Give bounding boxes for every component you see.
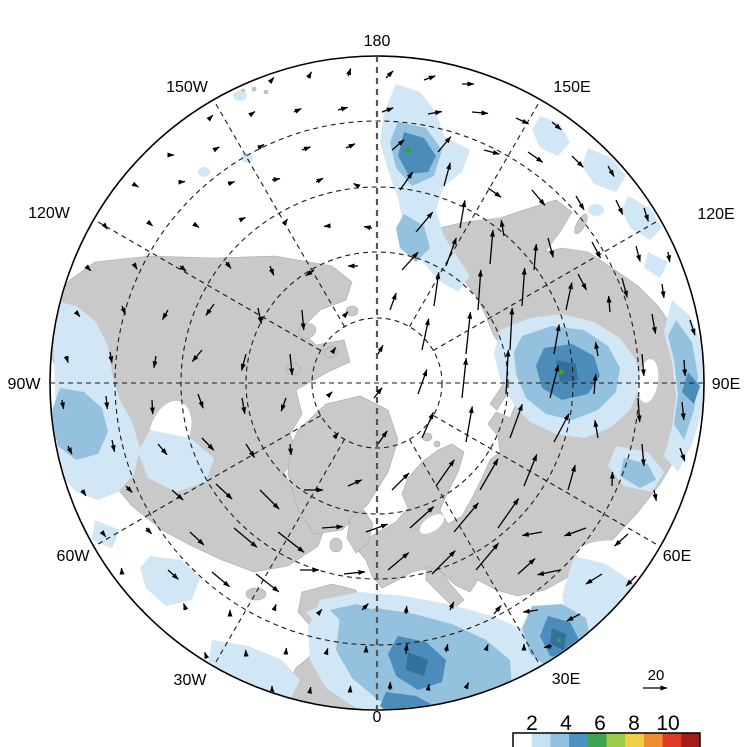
colorbar-border [512,732,701,747]
longitude-label: 180 [364,33,391,50]
graticule-layer [51,57,703,709]
longitude-label: 0 [373,709,382,726]
longitude-label: 120W [28,205,71,222]
colorbar: 2 4 6 8 10 [512,712,701,747]
reference-arrow: 20 [643,667,668,691]
longitude-label: 90W [8,376,42,393]
colorbar-label: 6 [594,712,606,735]
colorbar-label: 10 [656,712,679,735]
longitude-label: 30W [174,672,208,689]
map-boundary-circle [49,55,705,711]
longitude-label: 30E [552,671,580,688]
colorbar-label: 4 [560,712,572,735]
longitude-label: 150W [166,79,209,96]
longitude-label: 120E [697,206,734,223]
longitude-labels: 180 150W 120W 90W 60W 30W 0 30E 60E 90E 120E 150E [8,33,741,726]
colorbar-label: 2 [526,712,538,735]
longitude-label: 60E [663,548,691,565]
colorbar-label: 8 [628,712,640,735]
longitude-label: 60W [57,548,91,565]
longitude-label: 90E [712,376,740,393]
reference-arrow-label: 20 [648,667,665,684]
wind-arrows-layer [59,68,696,694]
longitude-label: 150E [553,79,590,96]
